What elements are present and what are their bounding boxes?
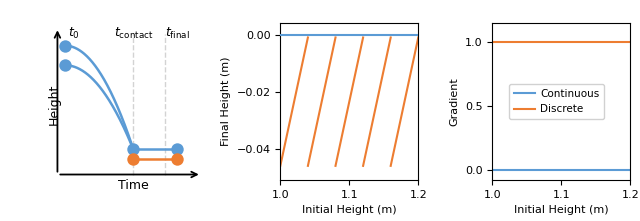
Y-axis label: Final Height (m): Final Height (m)	[221, 57, 231, 146]
Text: $t_0$: $t_0$	[68, 26, 80, 41]
Point	[60, 44, 70, 47]
Point	[60, 63, 70, 67]
X-axis label: Initial Height (m): Initial Height (m)	[514, 205, 609, 215]
Point	[172, 148, 182, 151]
X-axis label: Initial Height (m): Initial Height (m)	[302, 205, 397, 215]
Text: $t_{\mathrm{final}}$: $t_{\mathrm{final}}$	[165, 26, 190, 41]
Point	[128, 157, 138, 161]
Text: Time: Time	[118, 179, 148, 192]
Legend: Continuous, Discrete: Continuous, Discrete	[509, 84, 604, 120]
Point	[128, 148, 138, 151]
Text: Height: Height	[48, 84, 61, 125]
Point	[172, 157, 182, 161]
Text: $t_{\mathrm{contact}}$: $t_{\mathrm{contact}}$	[114, 26, 153, 41]
Y-axis label: Gradient: Gradient	[449, 77, 460, 126]
